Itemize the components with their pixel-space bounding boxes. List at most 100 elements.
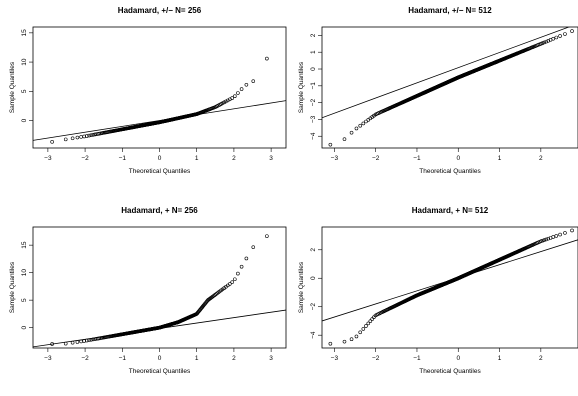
data-point xyxy=(370,317,374,321)
x-tick-label: 1 xyxy=(498,355,502,362)
data-point xyxy=(82,134,86,139)
y-tick-label: 1 xyxy=(310,50,317,54)
x-tick-label: 0 xyxy=(456,155,460,162)
data-point xyxy=(222,100,226,105)
y-tick-label: −1 xyxy=(310,82,317,90)
data-point xyxy=(97,131,102,136)
data-point xyxy=(251,245,256,249)
data-point xyxy=(97,336,102,341)
x-tick-label: −2 xyxy=(372,155,380,162)
y-tick-label: 0 xyxy=(21,118,28,122)
x-tick-label: 0 xyxy=(158,355,162,362)
x-tick-label: −1 xyxy=(413,355,421,362)
data-point xyxy=(558,232,562,237)
data-point xyxy=(554,35,559,40)
data-point xyxy=(265,56,269,61)
data-point xyxy=(265,234,269,238)
y-tick-label: 10 xyxy=(21,58,28,66)
data-point xyxy=(358,330,363,335)
data-point xyxy=(236,91,240,95)
data-point xyxy=(91,133,95,137)
data-point xyxy=(368,319,373,323)
data-point xyxy=(239,87,244,91)
y-tick-label: −4 xyxy=(310,132,317,140)
data-point xyxy=(50,342,54,346)
x-tick-label: 0 xyxy=(456,355,460,362)
panel-title: Hadamard, +/− N= 512 xyxy=(408,6,492,15)
data-point xyxy=(79,339,83,344)
data-point xyxy=(540,238,545,243)
data-point xyxy=(358,123,363,128)
data-point xyxy=(539,239,543,243)
y-tick-label: −2 xyxy=(310,303,317,311)
data-point xyxy=(540,41,545,45)
data-point xyxy=(542,238,547,242)
data-point xyxy=(354,126,359,131)
data-point xyxy=(361,121,366,126)
x-tick-label: −3 xyxy=(44,355,52,362)
data-point xyxy=(233,277,237,282)
data-point xyxy=(87,133,91,138)
data-point xyxy=(328,341,333,346)
data-point xyxy=(551,36,556,41)
data-layer xyxy=(33,56,286,144)
y-tick-label: 5 xyxy=(21,298,28,302)
data-point xyxy=(236,271,240,276)
qq-panel-4: Hadamard, + N= 512 −3 −2 −1 0 1 2 −4 −2 0 2 Theoret… xyxy=(298,206,578,375)
data-point xyxy=(63,341,68,346)
qq-panel-1: Hadamard, +/− N= 256 −3 −2 −1 0 1 2 3 0 5 10 15 Theo… xyxy=(9,6,287,175)
data-point xyxy=(75,340,80,344)
data-point xyxy=(230,96,234,100)
data-point xyxy=(342,339,347,344)
data-point xyxy=(85,134,89,138)
panel-title: Hadamard, +/− N= 256 xyxy=(118,6,202,15)
data-point xyxy=(244,82,249,87)
data-point xyxy=(364,119,368,124)
data-point xyxy=(570,228,574,233)
data-point xyxy=(349,130,354,135)
data-point xyxy=(546,38,551,43)
y-axis-label: Sample Quantiles xyxy=(9,261,16,313)
y-axis-label: Sample Quantiles xyxy=(9,61,16,113)
data-layer xyxy=(322,27,574,147)
data-point xyxy=(366,321,371,326)
data-layer xyxy=(322,228,578,346)
data-point xyxy=(85,338,89,343)
y-tick-label: 0 xyxy=(21,325,28,329)
data-point xyxy=(226,98,230,103)
data-point xyxy=(354,334,359,339)
data-point xyxy=(233,94,237,99)
x-tick-label: −3 xyxy=(331,355,339,362)
data-point xyxy=(361,327,366,331)
plot-frame xyxy=(32,26,287,149)
x-axis-label: Theoretical Quantiles xyxy=(129,168,191,175)
x-axis-label: Theoretical Quantiles xyxy=(419,368,481,375)
x-axis-label: Theoretical Quantiles xyxy=(419,168,481,175)
y-tick-label: −2 xyxy=(310,99,317,107)
data-point xyxy=(554,234,559,238)
x-axis-label: Theoretical Quantiles xyxy=(129,368,191,375)
qq-panel-2: Hadamard, +/− N= 512 −3 −2 −1 0 1 2 −4 −3 −2 −1 0 1 2… xyxy=(298,6,578,175)
data-point xyxy=(364,324,368,328)
data-point xyxy=(50,140,54,144)
data-point xyxy=(89,133,93,137)
y-tick-label: 15 xyxy=(21,29,28,37)
y-tick-label: −3 xyxy=(310,115,317,123)
qq-panel-3: Hadamard, + N= 256 −3 −2 −1 0 1 2 3 0 5 10 15 Theore… xyxy=(9,206,287,375)
y-axis-label: Sample Quantiles xyxy=(298,261,305,313)
y-tick-label: 0 xyxy=(310,276,317,280)
y-tick-label: 0 xyxy=(310,67,317,71)
data-point xyxy=(87,338,91,342)
data-point xyxy=(91,337,95,342)
x-tick-label: 1 xyxy=(498,155,502,162)
x-tick-label: −2 xyxy=(81,155,89,162)
data-point xyxy=(544,39,548,44)
x-tick-label: 3 xyxy=(269,155,273,162)
data-point xyxy=(63,137,68,142)
panel-title: Hadamard, + N= 256 xyxy=(121,206,198,215)
data-point xyxy=(546,236,551,241)
data-point xyxy=(349,337,354,342)
x-tick-label: 3 xyxy=(269,355,273,362)
x-tick-label: −1 xyxy=(119,155,127,162)
